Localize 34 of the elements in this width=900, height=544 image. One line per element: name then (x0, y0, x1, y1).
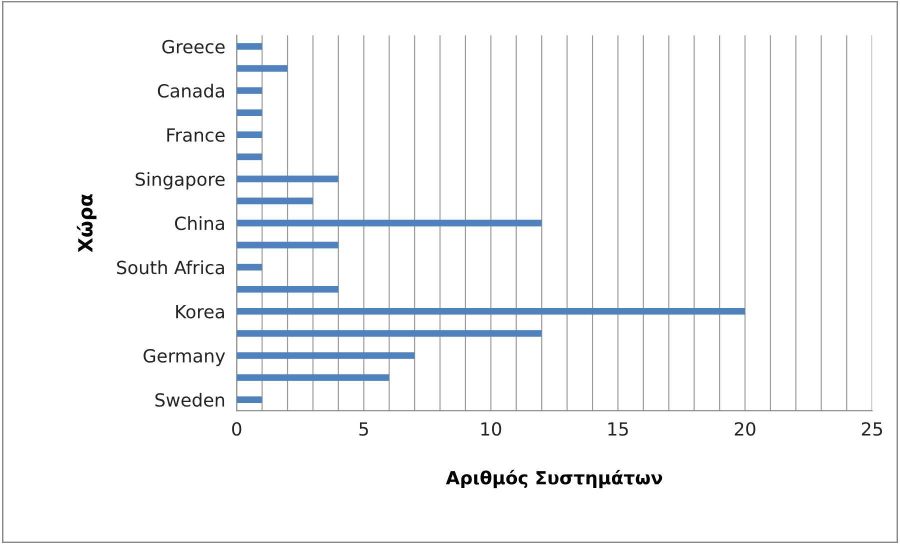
x-tick-label: 15 (608, 422, 628, 436)
x-axis-title: Αριθμός Συστημάτων (446, 470, 662, 488)
y-tick-label: Singapore (136, 172, 225, 190)
bar (236, 352, 415, 359)
y-tick-label: Sweden (155, 392, 224, 407)
bar (236, 198, 313, 204)
bar (236, 153, 262, 160)
bar (236, 176, 338, 182)
y-tick-label: Canada (158, 84, 224, 98)
bar (236, 109, 262, 116)
bar (236, 374, 390, 381)
y-tick-label: China (175, 216, 224, 230)
bar (236, 131, 262, 138)
bar (236, 65, 288, 72)
y-tick-label: France (167, 128, 225, 142)
x-tick-label: 10 (481, 422, 502, 436)
y-tick-label: Greece (162, 40, 225, 54)
y-tick-label: Korea (176, 305, 224, 318)
x-tick-label: 0 (232, 422, 242, 436)
bar (236, 330, 542, 337)
bar (236, 43, 262, 50)
y-tick-label: South Africa (117, 260, 224, 274)
bar (236, 396, 262, 403)
bar (236, 220, 542, 226)
bar (236, 264, 262, 271)
bar (236, 242, 338, 248)
bar (236, 286, 338, 293)
bar (236, 87, 262, 94)
bar (236, 308, 746, 315)
x-tick-label: 20 (734, 422, 756, 436)
y-axis-title: Χώρα (76, 194, 96, 252)
x-tick-label: 25 (862, 422, 882, 436)
y-tick-label: Germany (144, 348, 226, 366)
x-tick-label: 5 (359, 422, 368, 436)
